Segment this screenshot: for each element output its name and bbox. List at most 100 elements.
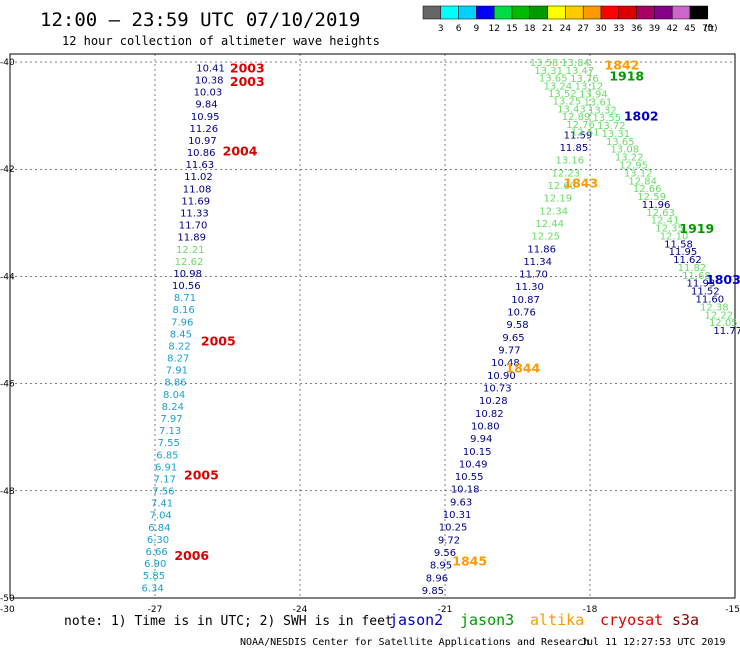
wave-height-label: 11.59 (564, 130, 593, 141)
wave-height-label: 7.55 (158, 438, 180, 449)
scale-swatch (476, 5, 495, 20)
wave-height-label: 11.85 (560, 143, 589, 154)
wave-height-label: 9.58 (506, 320, 528, 331)
wave-height-label: 8.86 (164, 378, 186, 389)
scale-swatch (440, 5, 459, 20)
wave-height-label: 9.94 (470, 434, 492, 445)
wave-height-label: 6.34 (141, 583, 163, 594)
wave-height-label: 8.22 (168, 341, 190, 352)
pass-time-label: 2004 (223, 143, 258, 158)
wave-height-label: 13.31 (534, 66, 563, 77)
wave-height-label: 10.56 (172, 281, 201, 292)
scale-swatch (636, 5, 655, 20)
wave-height-label: 13.32 (588, 105, 617, 116)
wave-height-label: 10.86 (187, 148, 216, 159)
wave-height-label: 11.62 (673, 255, 702, 266)
wave-height-label: 11.70 (179, 221, 208, 232)
wave-height-label: 10.38 (195, 75, 224, 86)
wave-height-label: 13.31 (601, 129, 630, 140)
pass-time-label: 1919 (679, 221, 714, 236)
scale-swatch (671, 5, 691, 20)
wave-height-label: 11.96 (642, 200, 671, 211)
wave-height-label: 12.23 (552, 168, 581, 179)
wave-height-label: 10.95 (191, 112, 220, 123)
scale-swatch (689, 5, 709, 20)
lon-tick-label: -27 (148, 605, 163, 615)
lon-tick-label: -30 (0, 605, 15, 615)
wave-height-label: 11.70 (519, 270, 548, 281)
wave-height-label: 10.48 (491, 358, 520, 369)
scale-label: 21 (542, 24, 553, 34)
wave-height-label: 8.96 (426, 573, 448, 584)
scale-label: 39 (649, 24, 661, 34)
lon-tick-label: -24 (293, 605, 308, 615)
map-title: 12:00 – 23:59 UTC 07/10/2019 (40, 9, 360, 31)
jason2-track-diagonal: 13.8413.4713.7613.1213.9413.6113.3213.55… (561, 58, 740, 337)
wave-height-label: 11.26 (190, 124, 219, 135)
wave-height-label: 7.04 (150, 511, 172, 522)
wave-height-label: 12.10 (660, 231, 689, 242)
pass-time-label: 1803 (706, 272, 740, 287)
scale-label: 18 (524, 24, 536, 34)
map-grid: -30 -27 -24 -21 -18 -15 -40 -42 -44 -46 -48 -50 (0, 53, 740, 615)
wave-height-label: 13.76 (570, 74, 599, 85)
scale-label: 12 (488, 24, 499, 34)
wave-height-label: 10.18 (451, 485, 480, 496)
wave-height-label: 12.95 (619, 161, 648, 172)
legend-cryosat: cryosat (600, 611, 663, 629)
pass-time-label: 1843 (563, 176, 598, 191)
wave-height-label: 12.41 (651, 216, 680, 227)
map-subtitle: 12 hour collection of altimeter wave hei… (62, 34, 380, 48)
wave-height-label: 7.17 (154, 474, 176, 485)
scale-swatch (422, 5, 442, 20)
scale-unit-label: (ft) (704, 24, 718, 34)
wave-height-label: 11.58 (664, 239, 693, 250)
wave-height-label: 8.27 (167, 354, 189, 365)
footer-timestamp: Jul 11 12:27:53 UTC 2019 (581, 637, 726, 648)
wave-height-label: 10.76 (507, 308, 536, 319)
wave-height-label: 9.63 (450, 497, 472, 508)
wave-height-label: 11.82 (678, 263, 707, 274)
wave-height-label: 11.60 (696, 294, 725, 305)
pass-time-label: 1802 (624, 109, 659, 124)
wave-height-label: 11.69 (181, 196, 210, 207)
scale-swatch (511, 5, 531, 20)
wave-height-label: 10.90 (487, 371, 516, 382)
cryosat-track: 10.4110.3810.039.8410.9511.2610.9710.861… (141, 63, 224, 594)
scale-label: 33 (613, 24, 624, 34)
wave-height-label: 13.25 (553, 97, 582, 108)
wave-height-label: 10.82 (475, 409, 504, 420)
wave-height-label: 8.95 (430, 561, 452, 572)
wave-height-label: 13.24 (543, 81, 572, 92)
wave-height-label: 13.65 (606, 137, 635, 148)
scale-label: 9 (474, 24, 480, 34)
wave-height-label: 9.56 (434, 548, 456, 559)
satellite-legend: jason2 jason3 altika cryosat s3a (389, 611, 699, 629)
wave-height-label: 9.77 (498, 346, 520, 357)
wave-height-label: 13.08 (610, 145, 639, 156)
wave-height-label: 13.58 (530, 58, 559, 69)
wave-height-label: 6.85 (156, 450, 178, 461)
wave-height-label: 8.45 (170, 329, 192, 340)
wave-height-label: 10.87 (511, 295, 540, 306)
wave-height-label: 10.31 (443, 510, 472, 521)
wave-height-label: 8.04 (163, 390, 185, 401)
pass-time-label: 2005 (184, 468, 219, 483)
scale-swatch (458, 5, 477, 20)
scale-label: 27 (577, 24, 588, 34)
scale-label: 3 (438, 24, 444, 34)
wave-height-label: 12.76 (566, 120, 595, 131)
scale-label: 24 (560, 24, 572, 34)
lon-tick-label: -18 (583, 605, 598, 615)
wave-height-label: 10.28 (479, 396, 508, 407)
scale-swatch (547, 5, 566, 20)
scale-label: 45 (684, 24, 695, 34)
wave-height-label: 13.52 (548, 89, 577, 100)
scale-swatch (529, 5, 548, 20)
wave-height-label: 12.89 (562, 112, 591, 123)
wave-height-label: 10.55 (455, 472, 484, 483)
scale-swatch (618, 5, 637, 20)
wave-height-label: 12.35 (655, 224, 684, 235)
